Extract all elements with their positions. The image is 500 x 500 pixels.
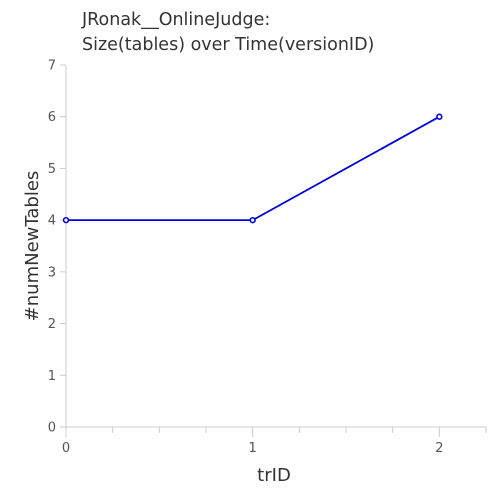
y-tick-label: 7 <box>48 59 56 74</box>
y-axis-title: #numNewTables <box>22 171 43 322</box>
x-tick-label: 0 <box>62 441 70 456</box>
x-axis-title: trID <box>257 465 291 486</box>
y-tick-label: 2 <box>48 317 56 332</box>
y-tick-label: 6 <box>48 110 56 125</box>
y-tick-label: 1 <box>48 369 56 384</box>
series-layer <box>64 114 442 222</box>
x-tick-label: 1 <box>249 441 257 456</box>
y-tick-label: 5 <box>48 162 56 177</box>
axes <box>66 65 486 427</box>
x-tick-label: 2 <box>435 441 443 456</box>
data-point <box>250 218 255 223</box>
y-tick-label: 0 <box>48 421 56 436</box>
y-tick-label: 3 <box>48 265 56 280</box>
series-line <box>66 117 439 220</box>
data-point <box>437 114 442 119</box>
data-point <box>64 218 69 223</box>
ticks: 0 1 2 3 4 5 6 7 0 1 2 <box>48 59 486 457</box>
y-tick-label: 4 <box>48 214 56 229</box>
